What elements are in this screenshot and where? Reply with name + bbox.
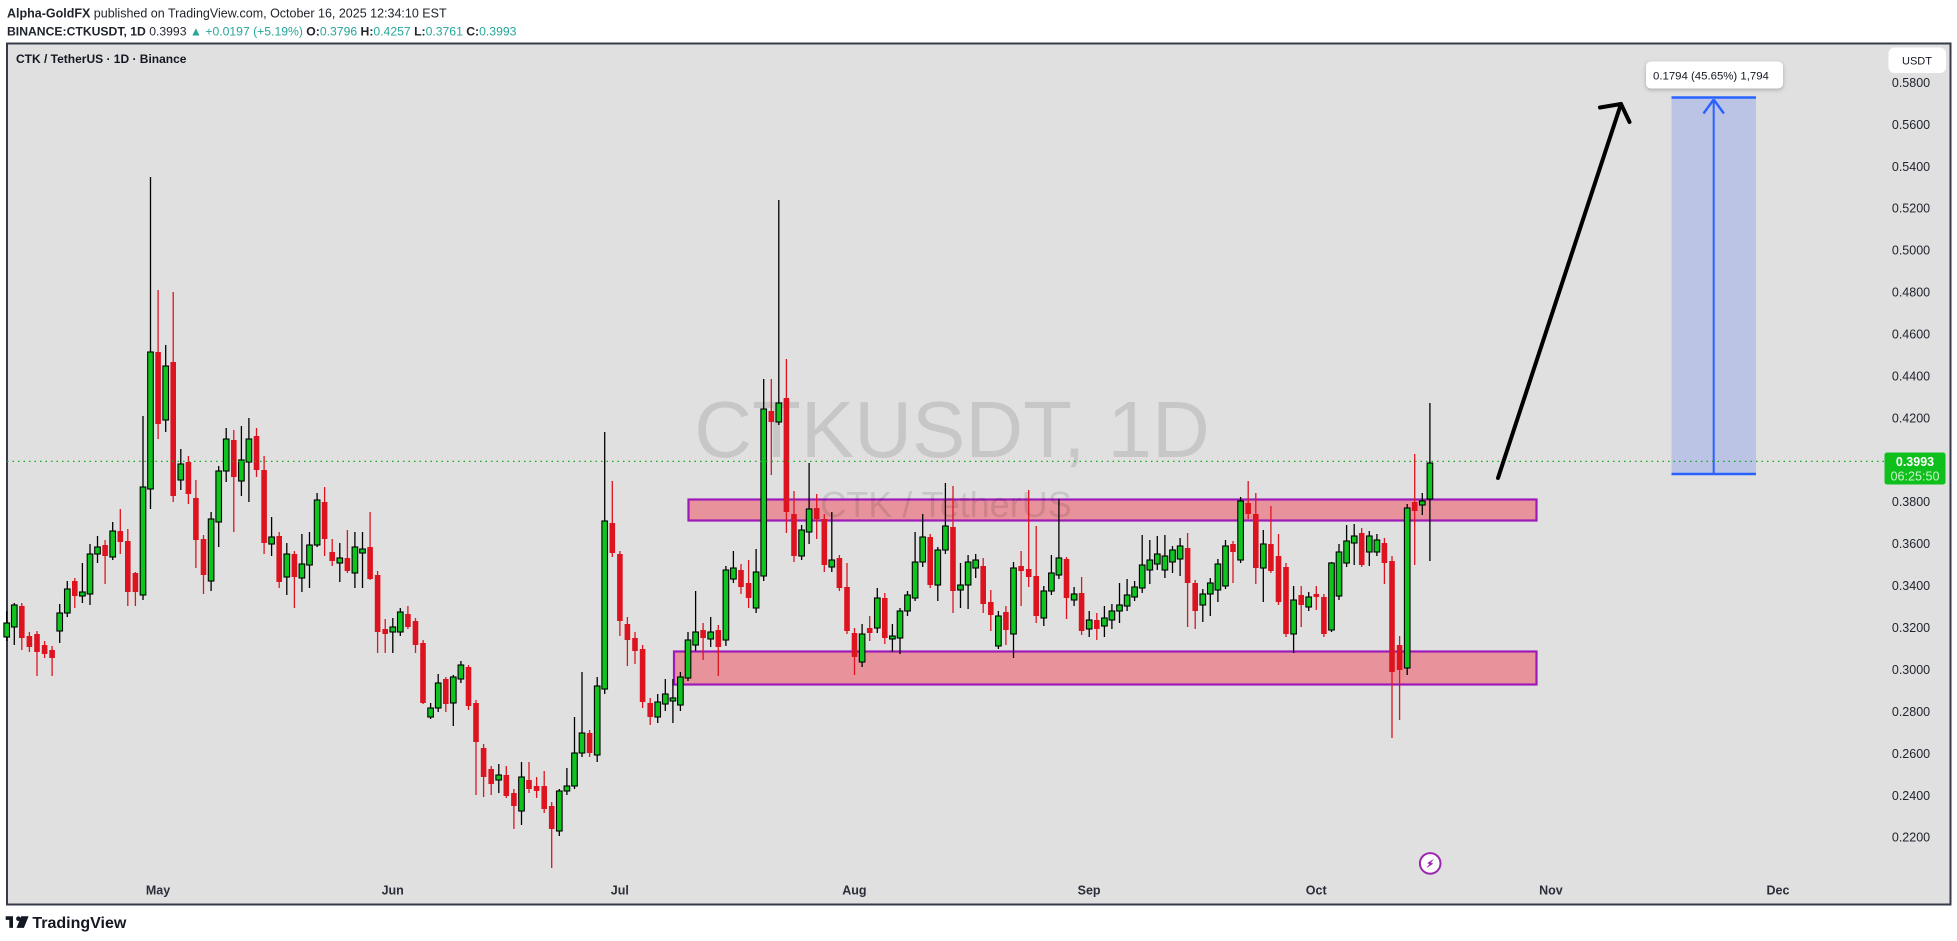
svg-text:0.3800: 0.3800: [1892, 495, 1930, 509]
svg-text:Aug: Aug: [842, 884, 866, 898]
svg-text:BINANCE:CTKUSDT, 1D 0.3993 ▲: BINANCE:CTKUSDT, 1D 0.3993 ▲ +0.0197 (+5…: [7, 25, 517, 39]
svg-text:0.5000: 0.5000: [1892, 244, 1930, 258]
svg-text:0.5600: 0.5600: [1892, 118, 1930, 132]
svg-text:0.3600: 0.3600: [1892, 537, 1930, 551]
svg-text:0.3200: 0.3200: [1892, 621, 1930, 635]
svg-text:0.5800: 0.5800: [1892, 76, 1930, 90]
svg-text:0.5200: 0.5200: [1892, 202, 1930, 216]
svg-text:CTKUSDT, 1D: CTKUSDT, 1D: [694, 385, 1210, 474]
svg-text:0.2200: 0.2200: [1892, 831, 1930, 845]
svg-text:Alpha-GoldFX published on Trad: Alpha-GoldFX published on TradingView.co…: [7, 7, 447, 21]
svg-text:0.4800: 0.4800: [1892, 286, 1930, 300]
svg-text:0.1794 (45.65%) 1,794: 0.1794 (45.65%) 1,794: [1653, 71, 1769, 83]
svg-text:06:25:50: 06:25:50: [1890, 470, 1939, 484]
svg-text:0.3000: 0.3000: [1892, 663, 1930, 677]
svg-text:0.2600: 0.2600: [1892, 747, 1930, 761]
svg-text:Oct: Oct: [1306, 884, 1328, 898]
svg-text:0.2800: 0.2800: [1892, 705, 1930, 719]
svg-text:Dec: Dec: [1767, 884, 1790, 898]
svg-text:0.4600: 0.4600: [1892, 328, 1930, 342]
svg-text:0.3400: 0.3400: [1892, 579, 1930, 593]
svg-text:Nov: Nov: [1539, 884, 1563, 898]
svg-text:CTK / TetherUS · 1D · Binance: CTK / TetherUS · 1D · Binance: [16, 52, 187, 66]
svg-text:Jul: Jul: [611, 884, 629, 898]
svg-text:Sep: Sep: [1078, 884, 1101, 898]
svg-text:0.3993: 0.3993: [1896, 455, 1934, 469]
svg-text:TradingView: TradingView: [32, 915, 127, 932]
svg-text:0.5400: 0.5400: [1892, 160, 1930, 174]
svg-text:May: May: [146, 884, 170, 898]
svg-text:Jun: Jun: [382, 884, 404, 898]
svg-text:0.4200: 0.4200: [1892, 411, 1930, 425]
svg-text:USDT: USDT: [1902, 56, 1932, 68]
svg-text:0.4400: 0.4400: [1892, 369, 1930, 383]
svg-text:0.2400: 0.2400: [1892, 789, 1930, 803]
